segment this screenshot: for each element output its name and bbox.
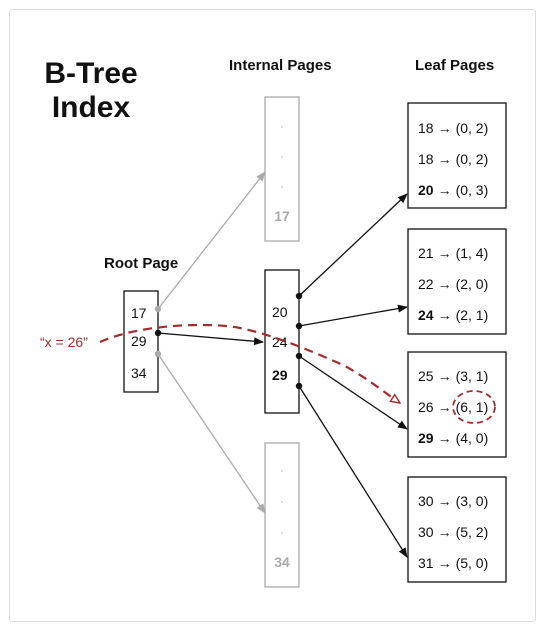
svg-text:21→(1, 4): 21 → (1, 4) (418, 245, 488, 261)
svg-text:30→(5, 2): 30 → (5, 2) (418, 524, 488, 540)
leaf-value: (2, 1) (456, 307, 489, 323)
internal-key: 29 (272, 367, 288, 383)
leaf-key: 30 (418, 524, 434, 540)
leaf-key: 26 (418, 399, 434, 415)
leaf-key: 25 (418, 368, 434, 384)
arrow-glyph: → (438, 182, 452, 198)
leaf-page-1-box (407, 102, 507, 209)
internal-page-2-box (264, 269, 300, 414)
root-key: 29 (131, 333, 147, 349)
internal-key: 24 (272, 334, 288, 350)
leaf-key: 29 (418, 430, 434, 446)
title-line-1: B-Tree (44, 57, 138, 90)
arrow-glyph: → (438, 524, 452, 540)
leaf-key: 31 (418, 555, 434, 571)
leaf-page-2: 21 → (1, 4) 22 → (2, 0) 24 → (2, 1) (418, 245, 488, 323)
leaf-key: 20 (418, 182, 434, 198)
faded-dot: · (280, 525, 284, 539)
leaf-value: (0, 3) (456, 182, 489, 198)
leaf-page-3-box (407, 351, 507, 458)
svg-text:24→(2, 1): 24 → (2, 1) (418, 307, 488, 323)
pointer-dot (295, 292, 303, 300)
leaf-key: 21 (418, 245, 434, 261)
arrow-glyph: → (438, 493, 452, 509)
arrow-glyph: → (438, 307, 452, 323)
internal-page-1-box (264, 96, 300, 242)
query-path (99, 323, 400, 403)
svg-text:22→(2, 0): 22 → (2, 0) (418, 276, 488, 292)
leaf-value-highlighted: (6, 1) (456, 399, 489, 415)
internal-pointer-24 (298, 304, 408, 327)
faded-dot: · (280, 119, 284, 133)
pointer-dot (295, 382, 303, 390)
leaf-value: (3, 1) (456, 368, 489, 384)
leaf-key: 22 (418, 276, 434, 292)
arrow-glyph: → (438, 430, 452, 446)
faded-key: 17 (274, 208, 290, 224)
pointer-dot (154, 329, 162, 337)
arrow-glyph: → (438, 368, 452, 384)
leaf-value: (5, 0) (456, 555, 489, 571)
svg-text:25→(3, 1): 25 → (3, 1) (418, 368, 488, 384)
title-line-2: Index (51, 91, 131, 124)
leaf-page-4: 30 → (3, 0) 30 → (5, 2) 31 → (5, 0) (418, 493, 488, 571)
leaf-page-2-box (407, 228, 507, 335)
leaf-value: (0, 2) (456, 151, 489, 167)
internal-pointer-29a (298, 355, 408, 430)
internal-pages-label: Internal Pages (229, 57, 332, 74)
pointer-dot (295, 352, 303, 360)
internal-pointer-20 (298, 193, 408, 297)
internal-pointer-29b (298, 385, 408, 558)
diagram-title: B-Tree Index (36, 57, 146, 125)
svg-text:18→(0, 2): 18 → (0, 2) (418, 120, 488, 136)
faded-dot: · (280, 149, 284, 163)
leaf-key: 30 (418, 493, 434, 509)
match-highlight-circle (452, 390, 496, 424)
leaf-value: (3, 0) (456, 493, 489, 509)
faded-dot: · (280, 494, 284, 508)
root-key: 17 (131, 305, 147, 321)
leaf-key: 24 (418, 307, 434, 323)
internal-key: 20 (272, 304, 288, 320)
arrow-glyph: → (438, 245, 452, 261)
arrow-glyph: → (438, 276, 452, 292)
leaf-page-4-box (407, 476, 507, 583)
root-pointer-17 (157, 171, 266, 310)
leaf-value: (5, 2) (456, 524, 489, 540)
leaf-value: (4, 0) (456, 430, 489, 446)
diagram-frame (9, 9, 536, 622)
svg-text:20→(0, 3): 20 → (0, 3) (418, 182, 488, 198)
faded-dot: · (280, 463, 284, 477)
svg-text:26→(6, 1): 26 → (6, 1) (418, 399, 488, 415)
arrow-glyph: → (438, 555, 452, 571)
leaf-value: (1, 4) (456, 245, 489, 261)
leaf-value: (0, 2) (456, 120, 489, 136)
root-page-box (123, 290, 159, 393)
arrow-glyph: → (438, 120, 452, 136)
faded-key: 34 (274, 554, 290, 570)
svg-text:31→(5, 0): 31 → (5, 0) (418, 555, 488, 571)
arrow-glyph: → (438, 151, 452, 167)
svg-text:29→(4, 0): 29 → (4, 0) (418, 430, 488, 446)
query-label: “x = 26” (40, 334, 88, 350)
leaf-key: 18 (418, 151, 434, 167)
root-pointer-34 (157, 353, 266, 514)
arrow-glyph: → (438, 399, 452, 415)
root-key: 34 (131, 365, 147, 381)
root-pointer-29 (157, 332, 264, 346)
pointer-dot (154, 350, 162, 358)
leaf-pages-label: Leaf Pages (415, 57, 495, 74)
svg-text:30→(3, 0): 30 → (3, 0) (418, 493, 488, 509)
leaf-key: 18 (418, 120, 434, 136)
root-page-label: Root Page (104, 255, 179, 272)
leaf-value: (2, 0) (456, 276, 489, 292)
pointer-dot (295, 322, 303, 330)
leaf-page-3: 25 → (3, 1) 26 → (6, 1) 29 → (4, 0) (418, 368, 488, 446)
internal-page-3-box (264, 442, 300, 588)
svg-text:18→(0, 2): 18 → (0, 2) (418, 151, 488, 167)
faded-dot: · (280, 179, 284, 193)
leaf-page-1: 18 → (0, 2) 18 → (0, 2) 20 → (0, 3) (418, 120, 488, 198)
pointer-dot (154, 305, 162, 313)
